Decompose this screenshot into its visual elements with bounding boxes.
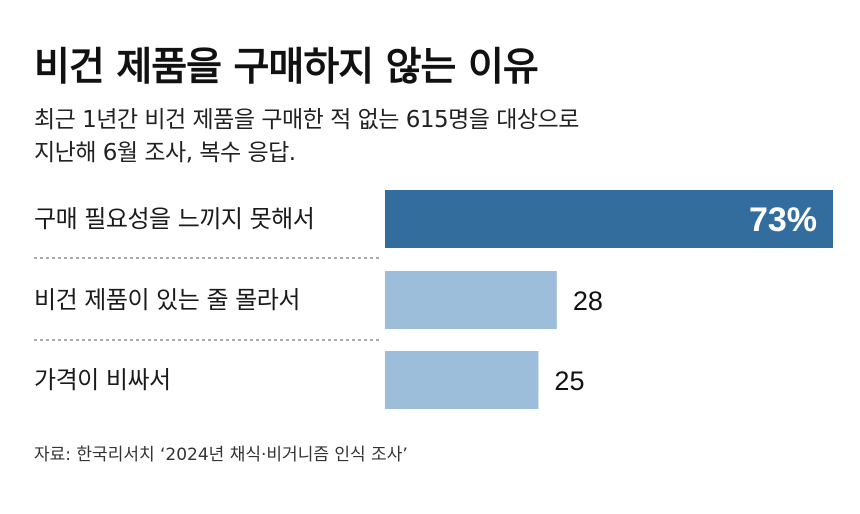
chart-subtitle: 최근 1년간 비건 제품을 구매한 적 없는 615명을 대상으로 지난해 6월… <box>34 104 579 170</box>
value-label-3: 25 <box>554 366 584 396</box>
bar-3 <box>385 351 539 409</box>
category-label-1: 구매 필요성을 느끼지 못해서 <box>34 205 314 233</box>
subtitle-line-1: 최근 1년간 비건 제품을 구매한 적 없는 615명을 대상으로 <box>34 107 579 133</box>
category-label-2: 비건 제품이 있는 줄 몰라서 <box>34 286 300 314</box>
subtitle-line-2: 지난해 6월 조사, 복수 응답. <box>34 140 296 166</box>
source-note: 자료: 한국리서치 ‘2024년 채식·비거니즘 인식 조사’ <box>34 445 408 465</box>
chart-title: 비건 제품을 구매하지 않는 이유 <box>34 45 539 90</box>
bar-1 <box>385 190 833 248</box>
value-label-1: 73% <box>749 201 817 239</box>
bar-2 <box>385 271 557 329</box>
category-label-3: 가격이 비싸서 <box>34 366 171 394</box>
value-label-2: 28 <box>573 286 603 316</box>
